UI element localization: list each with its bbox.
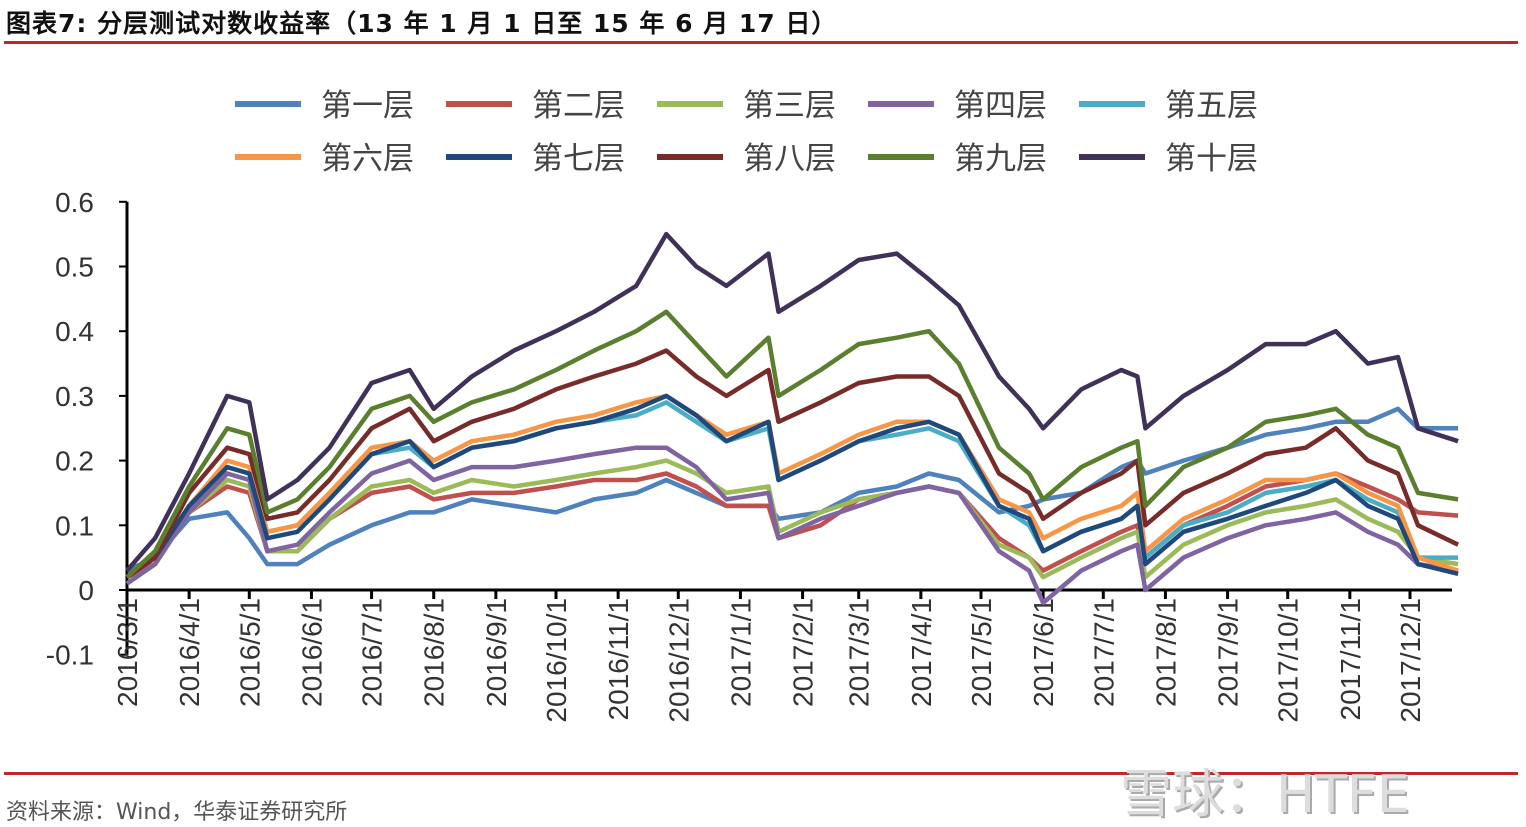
x-tick-label: 2017/11/1 (1335, 598, 1366, 721)
legend-item-6: 第六层 (235, 141, 414, 177)
legend-label: 第九层 (954, 141, 1047, 177)
y-tick-label: 0.5 (55, 252, 94, 283)
y-tick-label: 0.3 (55, 381, 94, 412)
legend-label: 第四层 (954, 88, 1047, 124)
x-tick-label: 2017/2/1 (788, 598, 819, 707)
series-line-9 (125, 309, 1459, 579)
legend-label: 第八层 (743, 141, 836, 177)
y-tick-label: 0.6 (55, 187, 94, 218)
x-tick-label: 2016/11/1 (603, 598, 634, 721)
legend-label: 第二层 (532, 88, 625, 124)
bottom-divider (4, 772, 1518, 775)
y-tick-label: 0.1 (55, 510, 94, 541)
legend-item-5: 第五层 (1079, 88, 1258, 124)
legend-item-9: 第九层 (868, 141, 1047, 177)
x-tick-label: 2017/1/1 (725, 598, 756, 707)
x-tick-label: 2017/8/1 (1150, 598, 1181, 707)
legend-label: 第三层 (743, 88, 836, 124)
x-tick-label: 2016/4/1 (174, 598, 205, 707)
x-tick-label: 2016/10/1 (541, 598, 572, 723)
x-tick-label: 2016/12/1 (663, 598, 694, 723)
legend-item-8: 第八层 (657, 141, 836, 177)
series-line-10 (125, 231, 1459, 573)
legend-item-1: 第一层 (235, 88, 414, 124)
y-tick-label: 0 (78, 575, 94, 606)
x-tick-label: 2017/7/1 (1088, 598, 1119, 707)
x-tick-label: 2017/4/1 (906, 598, 937, 707)
series-line-7 (125, 393, 1459, 579)
legend-item-10: 第十层 (1079, 141, 1258, 177)
x-tick-label: 2017/3/1 (844, 598, 875, 707)
x-tick-label: 2016/8/1 (419, 598, 450, 707)
y-tick-label: -0.1 (46, 640, 94, 671)
legend-label: 第七层 (532, 141, 625, 177)
x-tick-label: 2017/12/1 (1395, 598, 1426, 723)
series-line-3 (125, 458, 1459, 586)
series-line-8 (125, 348, 1460, 579)
legend-item-2: 第二层 (446, 88, 625, 124)
x-tick-label: 2017/10/1 (1273, 598, 1304, 723)
x-tick-label: 2016/6/1 (296, 598, 327, 707)
x-tick-label: 2017/6/1 (1028, 598, 1059, 707)
y-tick-label: 0.2 (55, 446, 94, 477)
x-tick-label: 2017/9/1 (1213, 598, 1244, 707)
legend-item-3: 第三层 (657, 88, 836, 124)
source-note: 资料来源：Wind，华泰证券研究所 (6, 800, 348, 825)
series-line-6 (125, 393, 1459, 579)
legend-label: 第六层 (321, 141, 414, 177)
y-tick-label: 0.4 (55, 316, 94, 347)
x-tick-label: 2016/9/1 (481, 598, 512, 707)
legend-label: 第十层 (1165, 141, 1258, 177)
legend-item-4: 第四层 (868, 88, 1047, 124)
top-divider (4, 41, 1518, 44)
watermark: 雪球：HTFE (1120, 765, 1410, 825)
series-line-4 (125, 445, 1459, 606)
legend-label: 第五层 (1165, 88, 1258, 124)
legend-label: 第一层 (321, 88, 414, 124)
x-tick-label: 2016/7/1 (357, 598, 388, 707)
chart-title: 图表7: 分层测试对数收益率（13 年 1 月 1 日至 15 年 6 月 17… (6, 9, 838, 38)
x-tick-label: 2017/5/1 (966, 598, 997, 707)
legend-item-7: 第七层 (446, 141, 625, 177)
x-tick-label: 2016/5/1 (234, 598, 265, 707)
line-chart: 0.6 0.5 0.4 0.3 0.2 0.1 0 -0.1 2016/3/1 2016/4/1 2… (46, 88, 1460, 723)
x-tick-label: 2016/3/1 (112, 598, 143, 707)
